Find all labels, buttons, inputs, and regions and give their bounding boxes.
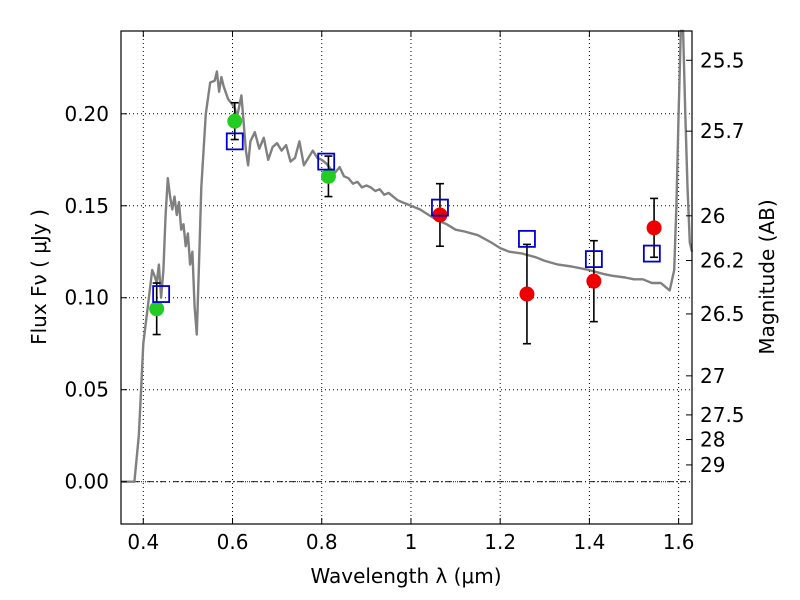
y-tick-label: 0.15 xyxy=(64,194,109,218)
tick-labels: 0.4 0.6 0.8 1 1.2 1.4 1.6 0.00 0.05 0.10 0.15 0.20 2… xyxy=(64,48,744,554)
x-axis-title: Wavelength λ (μm) xyxy=(310,564,501,588)
model-photometry-box xyxy=(584,250,603,269)
mag-tick-label: 27 xyxy=(700,364,725,388)
mag-tick-label: 26.2 xyxy=(700,249,745,273)
model-photometry-box xyxy=(642,244,661,263)
y-tick-label: 0.05 xyxy=(64,378,109,402)
model-photometry-box xyxy=(431,198,449,217)
nir-data-point xyxy=(646,220,662,236)
mag-tick-label: 28 xyxy=(700,428,725,452)
y-tick-label: 0.10 xyxy=(64,286,109,310)
y-tick-label: 0.00 xyxy=(64,470,109,494)
y-axis-title-right: Magnitude (AB) xyxy=(755,199,779,354)
mag-tick-label: 26 xyxy=(700,204,725,228)
model-spectrum xyxy=(121,29,694,483)
x-tick-label: 1.6 xyxy=(663,530,695,554)
nir-data-point xyxy=(586,273,602,289)
mag-tick-label: 25.5 xyxy=(700,48,745,72)
model-photometry-box xyxy=(518,229,536,248)
optical-data-point xyxy=(227,113,243,129)
mag-tick-label: 29 xyxy=(700,453,725,477)
x-tick-label: 0.8 xyxy=(306,530,338,554)
model-photometry-box xyxy=(317,152,336,171)
mag-tick-label: 27.5 xyxy=(700,403,745,427)
x-tick-label: 1.2 xyxy=(484,530,516,554)
nir-data-point xyxy=(519,286,535,302)
data-markers xyxy=(149,113,662,317)
mag-tick-label: 26.5 xyxy=(700,302,745,326)
model-spectrum-line xyxy=(121,29,694,483)
mag-tick-label: 25.7 xyxy=(700,119,745,143)
y-axis-title-left: Flux Fν ( μJy ) xyxy=(27,209,51,345)
plot-frame xyxy=(120,30,693,525)
x-tick-label: 0.6 xyxy=(217,530,249,554)
model-photometry-box xyxy=(152,285,171,303)
axis-ticks xyxy=(121,31,692,524)
x-tick-label: 0.4 xyxy=(127,530,159,554)
optical-data-point xyxy=(149,301,165,317)
optical-data-point xyxy=(320,168,336,184)
y-tick-label: 0.20 xyxy=(64,102,109,126)
x-tick-label: 1.4 xyxy=(573,530,605,554)
model-photometry-box xyxy=(225,132,244,151)
x-tick-label: 1 xyxy=(405,530,418,554)
